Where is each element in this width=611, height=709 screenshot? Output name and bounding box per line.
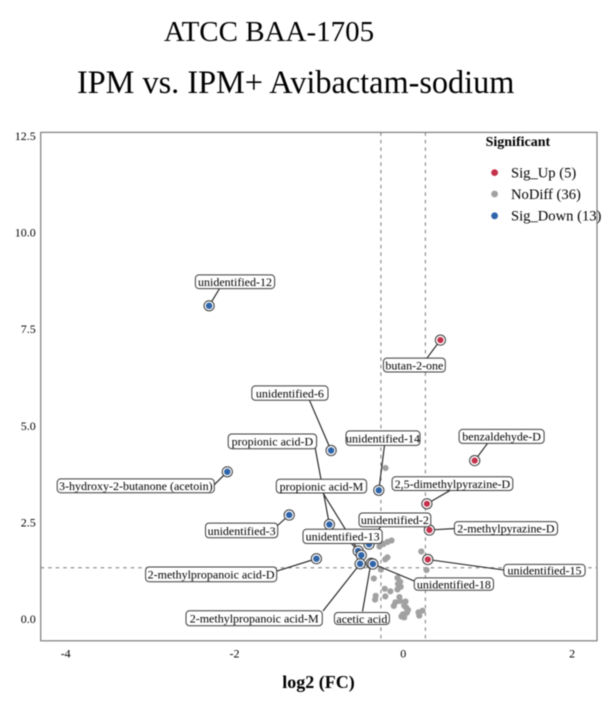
svg-text:2: 2	[569, 646, 575, 660]
svg-text:unidentified-2: unidentified-2	[361, 513, 429, 527]
svg-text:10.0: 10.0	[15, 226, 36, 240]
svg-text:butan-2-one: butan-2-one	[385, 358, 443, 372]
svg-text:7.5: 7.5	[21, 322, 36, 336]
svg-text:2-methylpyrazine-D: 2-methylpyrazine-D	[457, 522, 555, 536]
svg-text:unidentified-6: unidentified-6	[256, 386, 324, 400]
svg-text:ATCC BAA-1705: ATCC BAA-1705	[164, 16, 374, 48]
svg-text:unidentified-3: unidentified-3	[208, 524, 276, 538]
svg-text:NoDiff (36): NoDiff (36)	[511, 187, 581, 203]
svg-text:2,5-dimethylpyrazine-D: 2,5-dimethylpyrazine-D	[395, 477, 511, 491]
svg-text:-2: -2	[230, 646, 240, 660]
svg-text:5.0: 5.0	[21, 419, 36, 433]
svg-text:0.0: 0.0	[21, 612, 36, 626]
svg-text:2-methylpropanoic acid-D: 2-methylpropanoic acid-D	[148, 568, 275, 582]
svg-text:Significant: Significant	[486, 135, 551, 150]
svg-text:unidentified-13: unidentified-13	[306, 530, 380, 544]
svg-text:propionic acid-D: propionic acid-D	[232, 435, 314, 449]
svg-text:propionic acid-M: propionic acid-M	[280, 479, 364, 493]
svg-text:unidentified-14: unidentified-14	[346, 431, 420, 445]
svg-text:log2 (FC): log2 (FC)	[282, 672, 354, 693]
svg-text:2-methylpropanoic acid-M: 2-methylpropanoic acid-M	[190, 612, 319, 626]
svg-text:3-hydroxy-2-butanone (acetoin): 3-hydroxy-2-butanone (acetoin)	[59, 479, 213, 493]
svg-text:12.5: 12.5	[15, 129, 36, 143]
svg-text:IPM vs. IPM+ Avibactam-sodium: IPM vs. IPM+ Avibactam-sodium	[77, 64, 514, 100]
svg-text:unidentified-12: unidentified-12	[198, 275, 272, 289]
svg-text:-4: -4	[61, 646, 71, 660]
svg-text:unidentified-18: unidentified-18	[417, 577, 491, 591]
svg-text:Sig_Down (13): Sig_Down (13)	[511, 209, 602, 225]
svg-text:acetic acid: acetic acid	[336, 612, 387, 626]
svg-text:0: 0	[400, 646, 406, 660]
svg-text:Sig_Up (5): Sig_Up (5)	[511, 165, 576, 181]
svg-text:benzaldehyde-D: benzaldehyde-D	[462, 430, 541, 444]
svg-text:2.5: 2.5	[21, 515, 36, 529]
svg-text:unidentified-15: unidentified-15	[508, 564, 582, 578]
